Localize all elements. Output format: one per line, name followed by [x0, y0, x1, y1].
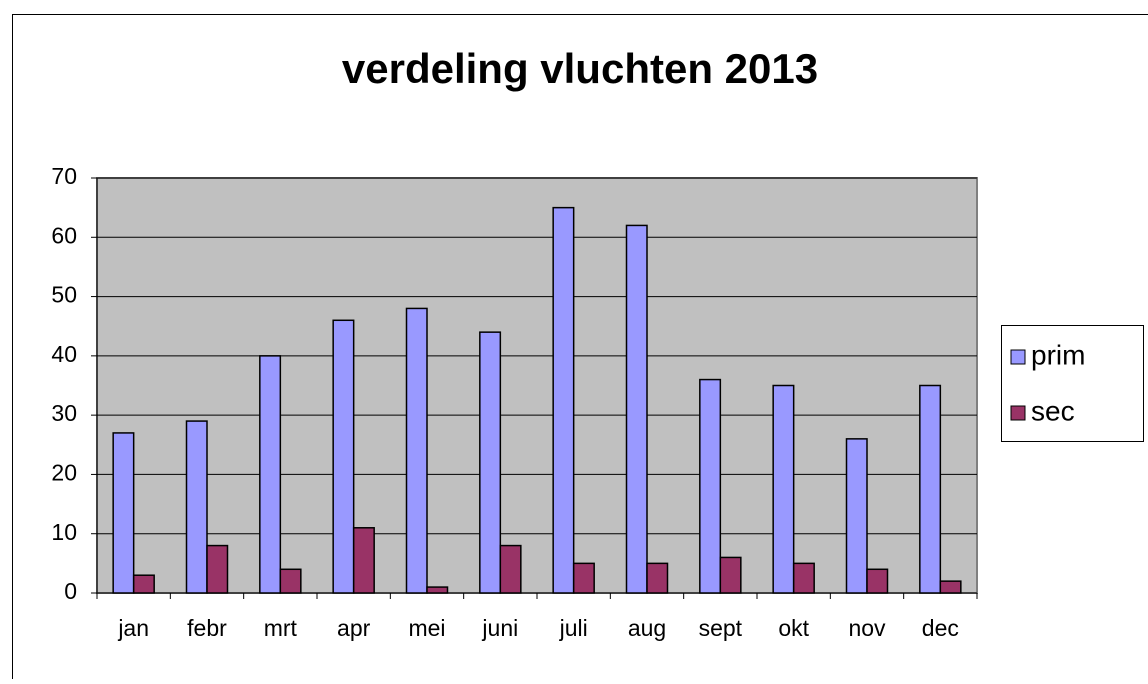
x-tick-label: dec	[922, 615, 959, 641]
bar	[207, 546, 228, 593]
bar	[627, 225, 648, 593]
x-tick-label: okt	[778, 615, 809, 641]
plot-area	[97, 178, 977, 593]
bar	[940, 581, 961, 593]
bar	[920, 386, 941, 594]
y-tick-label: 70	[51, 163, 77, 189]
legend-swatch	[1011, 406, 1025, 420]
bar	[427, 587, 448, 593]
bar	[773, 386, 794, 594]
bar	[574, 563, 595, 593]
x-tick-label: febr	[187, 615, 227, 641]
bar	[113, 433, 133, 593]
x-tick-label: mei	[408, 615, 445, 641]
bar	[187, 421, 208, 593]
x-tick-label: jan	[117, 615, 149, 641]
bar	[647, 563, 668, 593]
y-tick-label: 20	[51, 460, 77, 486]
bar	[333, 320, 354, 593]
legend-label: prim	[1031, 339, 1085, 370]
bar	[407, 308, 428, 593]
bar	[280, 569, 301, 593]
bar	[847, 439, 868, 593]
x-tick-label: aug	[628, 615, 666, 641]
x-tick-label: juli	[559, 615, 588, 641]
y-tick-label: 10	[51, 519, 77, 545]
x-tick-label: sept	[699, 615, 743, 641]
y-tick-label: 40	[51, 341, 77, 367]
legend-swatch	[1011, 350, 1025, 364]
chart-title: verdeling vluchten 2013	[342, 45, 818, 92]
y-tick-label: 50	[51, 282, 77, 308]
bar	[867, 569, 888, 593]
x-tick-label: juni	[481, 615, 518, 641]
bar	[500, 546, 521, 593]
legend-label: sec	[1031, 395, 1075, 426]
x-tick-label: nov	[848, 615, 886, 641]
bar	[794, 563, 815, 593]
bar	[134, 575, 155, 593]
bar	[480, 332, 501, 593]
bar	[354, 528, 375, 593]
x-tick-label: apr	[337, 615, 371, 641]
x-tick-label: mrt	[264, 615, 298, 641]
y-tick-label: 0	[64, 578, 77, 604]
bar	[720, 557, 741, 593]
y-tick-label: 60	[51, 222, 77, 248]
bar	[553, 208, 574, 593]
bar	[260, 356, 281, 593]
bar	[700, 380, 721, 593]
y-tick-label: 30	[51, 400, 77, 426]
